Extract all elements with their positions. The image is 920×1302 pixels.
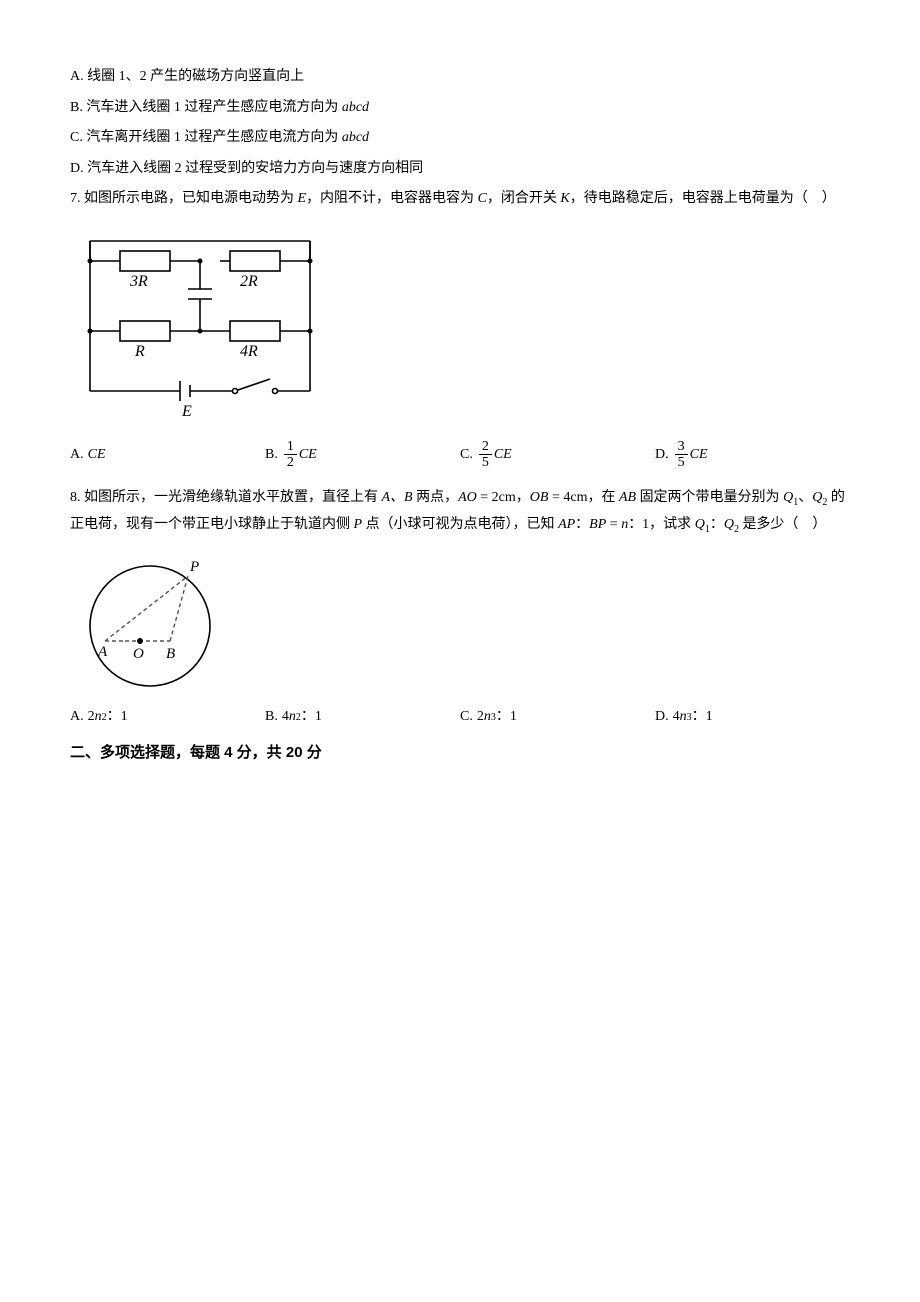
q8-AB: A、B	[382, 490, 413, 505]
q7-circuit-diagram: 3R 2R R 4R E	[70, 221, 330, 431]
q7-C-tail: CE	[494, 442, 512, 469]
q8-OB: OB	[530, 490, 549, 505]
label-R: R	[134, 343, 145, 360]
label-B: B	[166, 646, 175, 662]
q8-options: A. 2n2：1 B. 4n2：1 C. 2n3：1 D. 4n3：1	[70, 704, 850, 731]
q8-option-D: D. 4n3：1	[655, 704, 850, 731]
q7-B-num: 1	[284, 439, 297, 455]
prev-B-ital: abcd	[342, 100, 369, 115]
q8-B-var: n	[289, 704, 296, 731]
prev-A-text: 线圈 1、2 产生的磁场方向竖直向上	[87, 69, 304, 84]
q8-A-coef: 2	[88, 704, 95, 731]
q7-option-D: D. 35CE	[655, 439, 850, 471]
q8-Q2: Q	[812, 490, 822, 505]
q8-e: 固定两个带电量分别为	[636, 490, 783, 505]
q7-E: E	[298, 191, 307, 206]
prev-C-text: 汽车离开线圈 1 过程产生感应电流方向为	[86, 130, 342, 145]
q8-B-tail: ：1	[301, 704, 322, 731]
q7-option-A: A. CE	[70, 439, 265, 471]
q8-colon1: ：	[575, 517, 589, 532]
q8-BP: BP	[589, 517, 606, 532]
q8-colon2: ：	[710, 517, 724, 532]
q7-option-C: C. 25CE	[460, 439, 655, 471]
label-A: A	[97, 644, 108, 660]
q8-Q1: Q	[783, 490, 793, 505]
q8-a: 8. 如图所示，一光滑绝缘轨道水平放置，直径上有	[70, 490, 382, 505]
q7-B-tail: CE	[299, 442, 317, 469]
label-P: P	[189, 559, 199, 575]
q8-option-A: A. 2n2：1	[70, 704, 265, 731]
q8-B-coef: 4	[282, 704, 289, 731]
q7-options: A. CE B. 12CE C. 25CE D. 35CE	[70, 439, 850, 471]
q8-option-C: C. 2n3：1	[460, 704, 655, 731]
q8-AP: AP	[558, 517, 575, 532]
q8-B-label: B.	[265, 704, 278, 731]
q8-P: P	[354, 517, 363, 532]
q8-D-label: D.	[655, 704, 669, 731]
q7-D-num: 3	[675, 439, 688, 455]
prev-option-D: D. 汽车进入线圈 2 过程受到的安培力方向与速度方向相同	[70, 156, 850, 183]
q8-b: 两点，	[413, 490, 459, 505]
q7-B-den: 2	[284, 455, 297, 470]
q8-AB2: AB	[619, 490, 636, 505]
q8-Q1b: Q	[695, 517, 705, 532]
prev-C-ital: abcd	[342, 130, 369, 145]
q8-D-tail: ：1	[692, 704, 713, 731]
q8-AO: AO	[458, 490, 477, 505]
q7-stem-a: 7. 如图所示电路，已知电源电动势为	[70, 191, 298, 206]
q8-h: ：1，试求	[628, 517, 695, 532]
q8-C-coef: 2	[477, 704, 484, 731]
q8-i: 是多少（ ）	[739, 517, 827, 532]
q8-stem: 8. 如图所示，一光滑绝缘轨道水平放置，直径上有 A、B 两点，AO = 2cm…	[70, 485, 850, 539]
q8-D-coef: 4	[673, 704, 680, 731]
q8-g: 点（小球可视为点电荷），已知	[362, 517, 558, 532]
q7-K: K	[560, 191, 569, 206]
q7-D-tail: CE	[690, 442, 708, 469]
q7-A-val: CE	[88, 442, 106, 469]
label-E: E	[181, 403, 192, 420]
q8-sep1: 、	[798, 490, 812, 505]
q8-Q2b: Q	[724, 517, 734, 532]
q7-stem-b: ，内阻不计，电容器电容为	[306, 191, 478, 206]
q7-stem-d: ，待电路稳定后，电容器上电荷量为（ ）	[570, 191, 836, 206]
q8-C-label: C.	[460, 704, 473, 731]
label-O: O	[133, 646, 144, 662]
q8-circle-diagram: A O B P	[70, 546, 240, 696]
prev-option-B: B. 汽车进入线圈 1 过程产生感应电流方向为 abcd	[70, 95, 850, 122]
q8-C-tail: ：1	[496, 704, 517, 731]
q8-eq: =	[606, 517, 621, 532]
prev-option-A: A. 线圈 1、2 产生的磁场方向竖直向上	[70, 64, 850, 91]
q7-stem-c: ，闭合开关	[487, 191, 561, 206]
prev-option-C: C. 汽车离开线圈 1 过程产生感应电流方向为 abcd	[70, 125, 850, 152]
label-3R: 3R	[129, 273, 148, 290]
label-4R: 4R	[240, 343, 258, 360]
q8-d: = 4cm，在	[548, 490, 619, 505]
q7-B-label: B.	[265, 442, 278, 469]
q8-D-var: n	[680, 704, 687, 731]
q7-C-label: C.	[460, 442, 473, 469]
prev-B-text: 汽车进入线圈 1 过程产生感应电流方向为	[86, 100, 342, 115]
q8-A-tail: ：1	[107, 704, 128, 731]
q8-A-var: n	[95, 704, 102, 731]
q8-c: = 2cm，	[477, 490, 530, 505]
q7-C-den: 5	[479, 455, 492, 470]
prev-D-text: 汽车进入线圈 2 过程受到的安培力方向与速度方向相同	[87, 161, 423, 176]
q7-C: C	[478, 191, 487, 206]
q7-C-num: 2	[479, 439, 492, 455]
q8-C-var: n	[484, 704, 491, 731]
section-2-title: 二、多项选择题，每题 4 分，共 20 分	[70, 739, 850, 768]
q7-A-label: A.	[70, 442, 84, 469]
q7-D-den: 5	[675, 455, 688, 470]
q8-option-B: B. 4n2：1	[265, 704, 460, 731]
label-2R: 2R	[240, 273, 258, 290]
q7-option-B: B. 12CE	[265, 439, 460, 471]
q7-D-label: D.	[655, 442, 669, 469]
q8-A-label: A.	[70, 704, 84, 731]
q7-stem: 7. 如图所示电路，已知电源电动势为 E，内阻不计，电容器电容为 C，闭合开关 …	[70, 186, 850, 213]
